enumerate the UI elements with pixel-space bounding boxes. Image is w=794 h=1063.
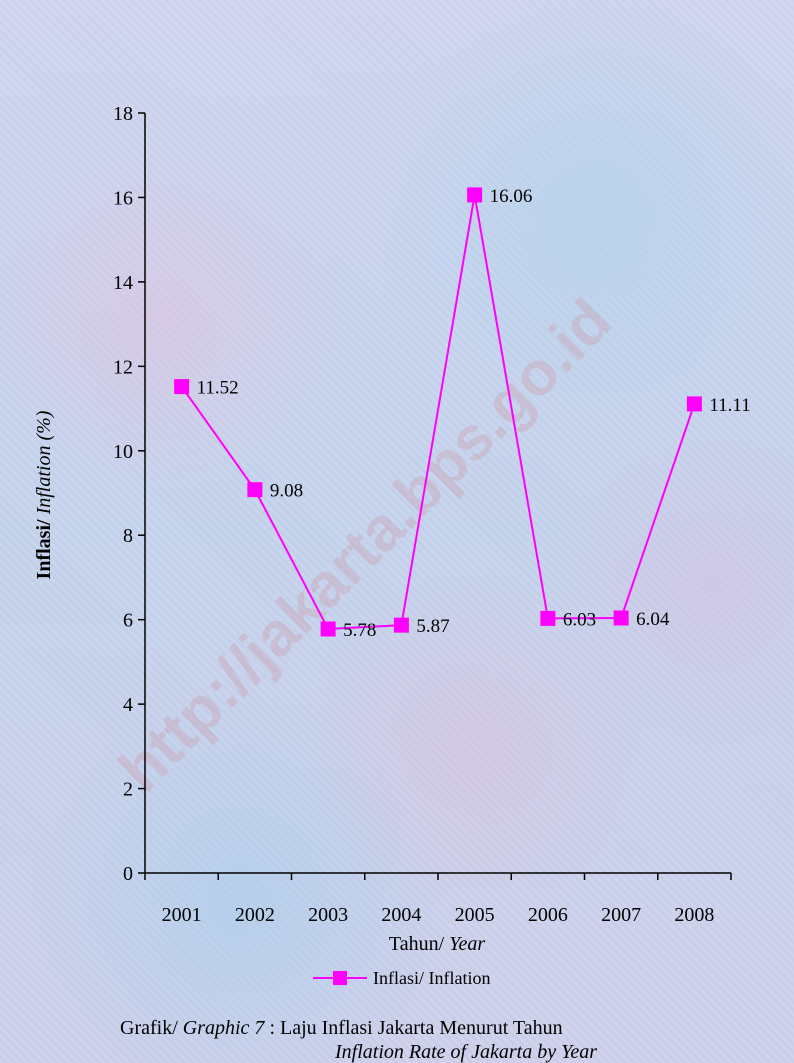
data-point <box>174 379 190 395</box>
data-label: 16.06 <box>490 186 533 207</box>
caption-title: Grafik/ Graphic 7 : Laju Inflasi Jakarta… <box>120 1017 563 1039</box>
x-tick-label: 2007 <box>601 904 641 926</box>
data-label: 11.11 <box>709 395 750 416</box>
y-tick-label: 12 <box>113 356 133 378</box>
y-tick-label: 4 <box>123 694 133 716</box>
data-point <box>247 482 263 498</box>
x-axis-title: Tahun/ Year <box>389 933 485 955</box>
x-tick-label: 2006 <box>528 904 568 926</box>
x-tick-label: 2003 <box>308 904 348 926</box>
x-tick-label: 2008 <box>674 904 714 926</box>
y-axis-title: Inflasi/ Inflation (%) <box>33 410 55 579</box>
data-label: 5.78 <box>343 620 376 641</box>
x-axis-ticks: 2001 2002 2003 2004 2005 2006 2007 2008 <box>144 873 732 926</box>
data-label: 5.87 <box>416 616 449 637</box>
x-tick-label: 2002 <box>235 904 275 926</box>
x-tick-label: 2004 <box>381 904 421 926</box>
y-tick-label: 14 <box>113 272 133 294</box>
y-tick-label: 18 <box>113 103 133 125</box>
y-tick-label: 0 <box>123 863 133 885</box>
x-tick-label: 2005 <box>455 904 495 926</box>
data-point <box>686 396 702 412</box>
data-point <box>540 610 556 626</box>
data-label: 11.52 <box>197 378 239 399</box>
data-point <box>320 621 336 637</box>
series-line <box>180 194 696 630</box>
data-label: 6.04 <box>636 609 670 630</box>
y-tick-label: 8 <box>123 525 133 547</box>
data-label: 6.03 <box>563 609 596 630</box>
y-axis-ticks: 0 2 4 6 8 10 12 14 16 18 <box>113 103 145 885</box>
y-tick-label: 2 <box>123 779 133 801</box>
data-labels: 11.52 9.08 5.78 5.87 16.06 6.03 6.04 11.11 <box>197 186 751 641</box>
data-point <box>467 187 483 203</box>
legend: Inflasi/ Inflation <box>313 968 490 988</box>
data-label: 9.08 <box>270 481 303 502</box>
data-point <box>613 610 629 626</box>
x-tick-label: 2001 <box>162 904 202 926</box>
watermark: http://jakarta.bps.go.id <box>106 286 625 805</box>
legend-label: Inflasi/ Inflation <box>373 968 490 988</box>
y-tick-label: 6 <box>123 610 133 632</box>
series-inflation <box>174 187 702 637</box>
y-tick-label: 16 <box>113 187 133 209</box>
y-tick-label: 10 <box>113 441 133 463</box>
caption-subtitle: Inflation Rate of Jakarta by Year <box>334 1041 597 1063</box>
legend-marker <box>333 971 347 985</box>
data-point <box>393 617 409 633</box>
